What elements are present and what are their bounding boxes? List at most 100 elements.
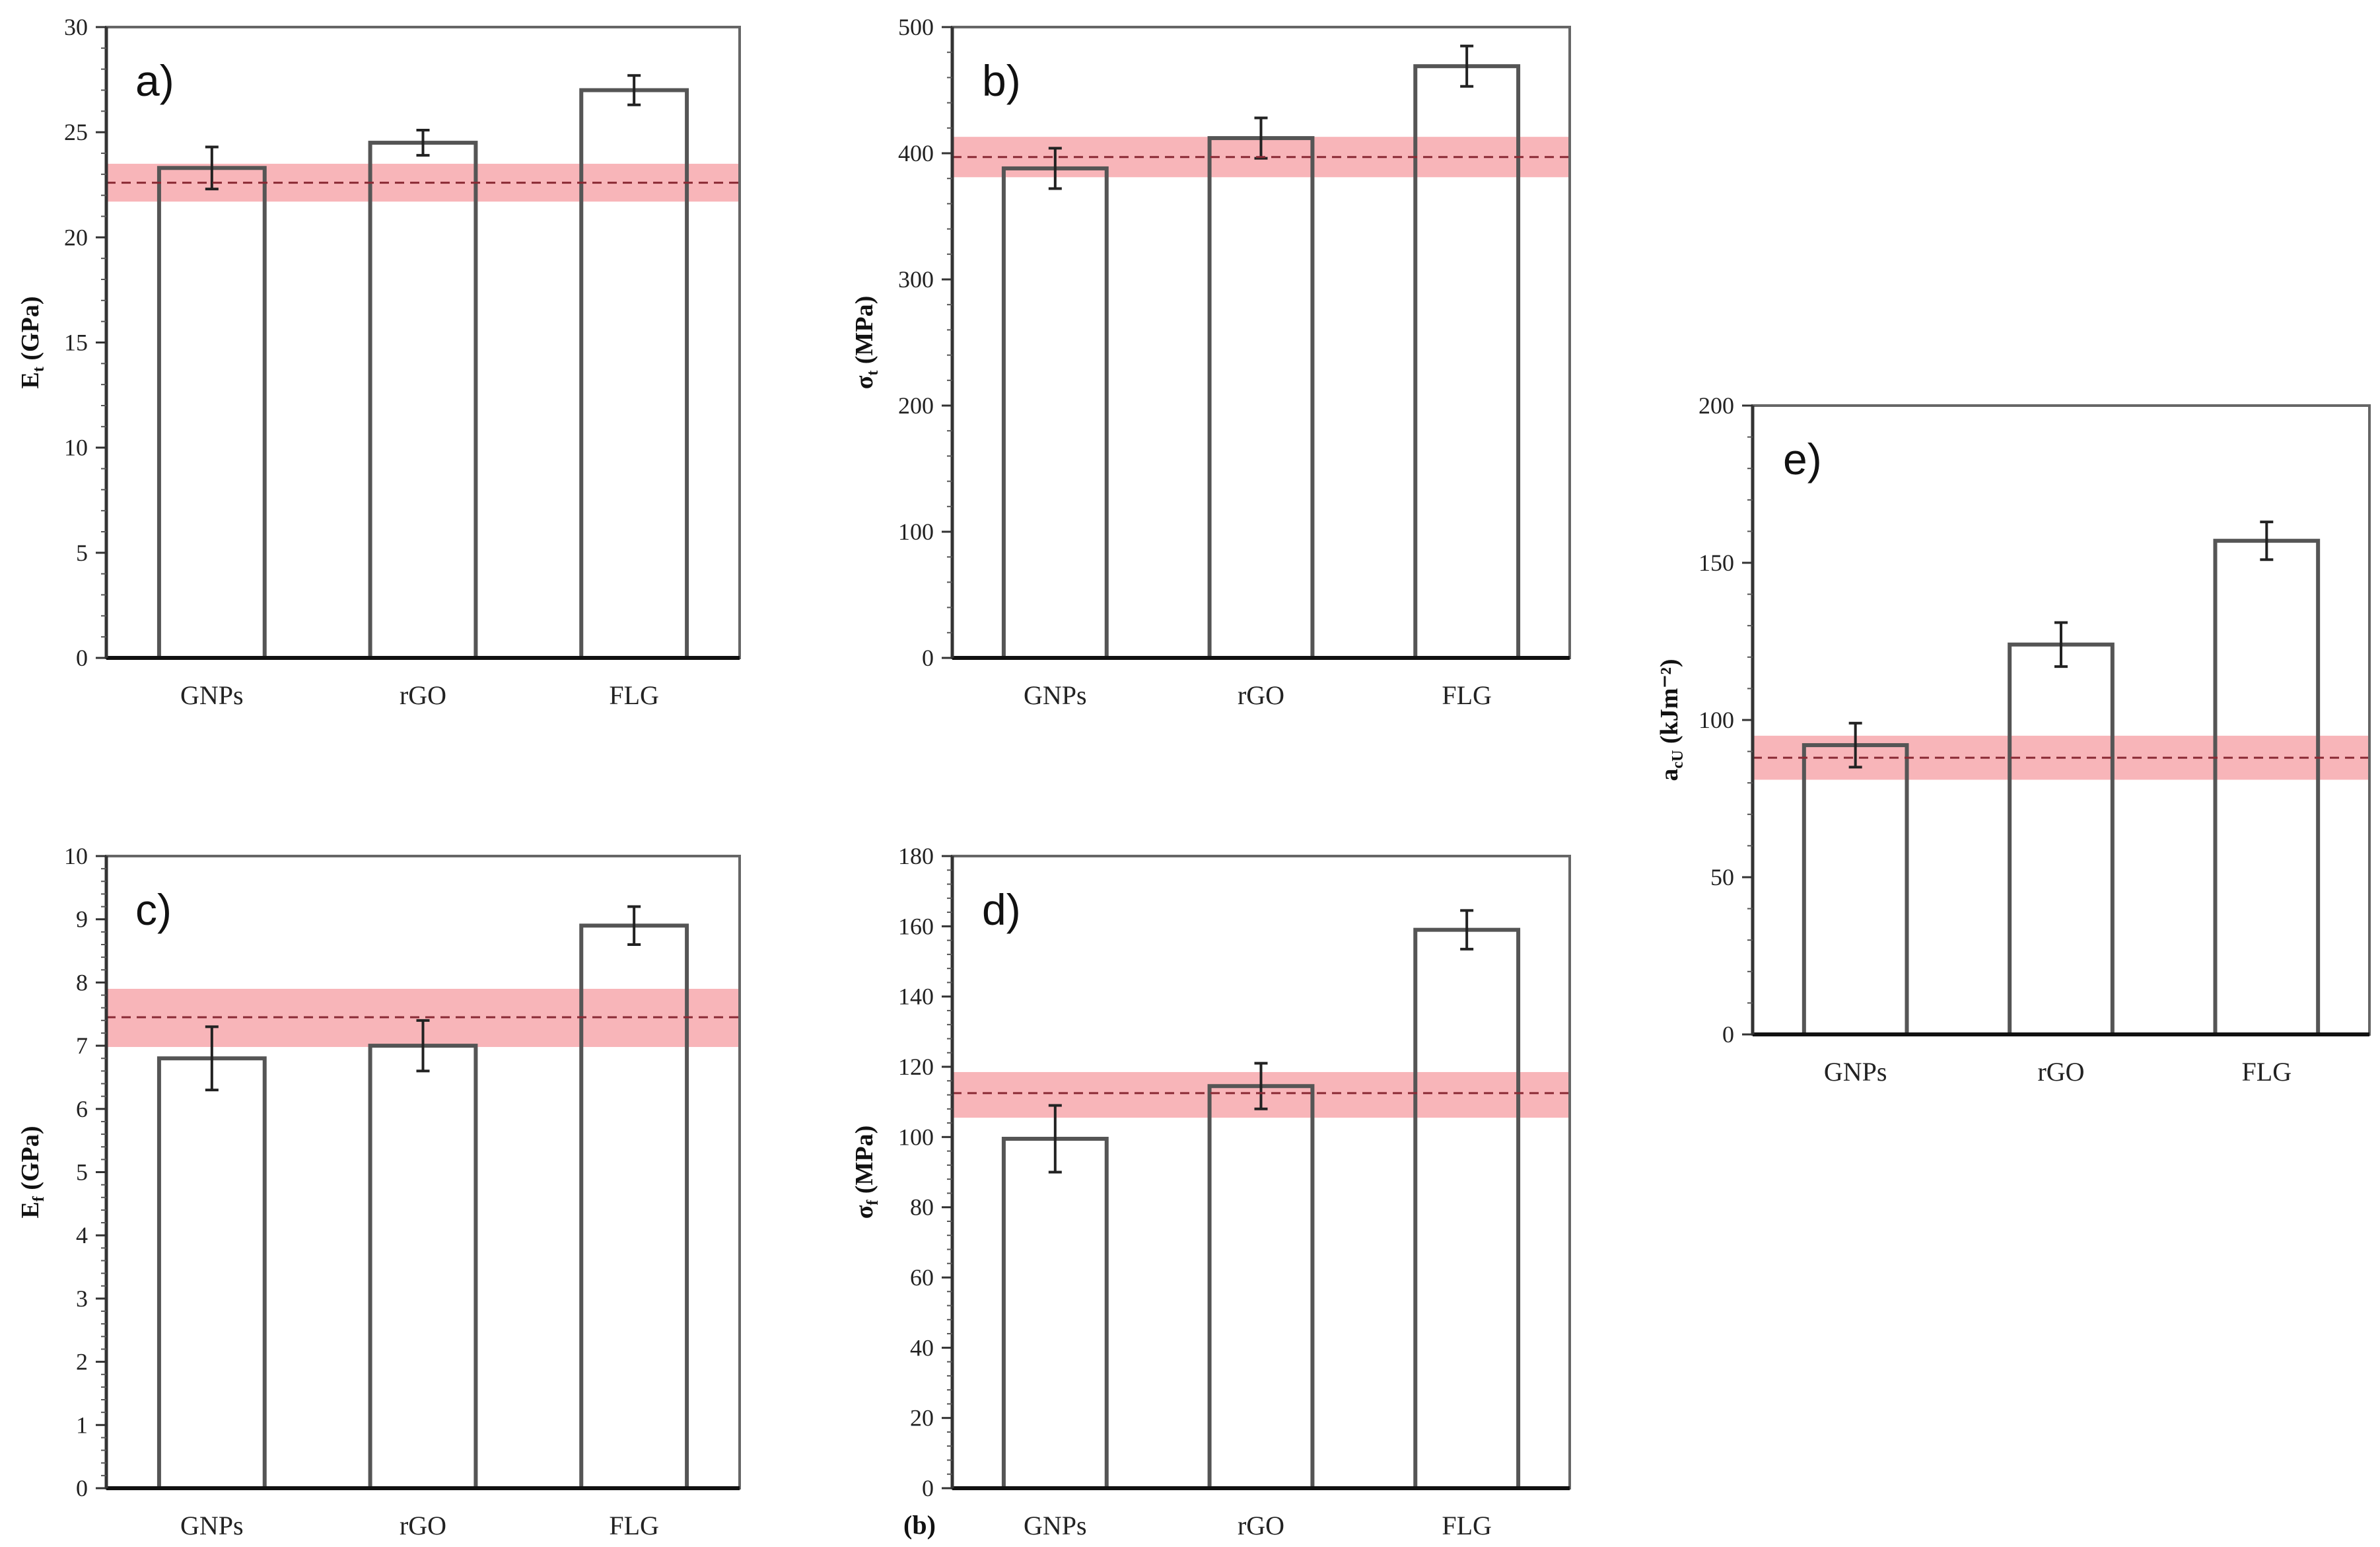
category-label-rgo: rGO (400, 680, 446, 710)
bar-flg (1413, 927, 1521, 1490)
y-tick-label: 50 (1710, 864, 1734, 890)
y-tick-label: 300 (898, 266, 934, 293)
y-tick-label: 20 (910, 1405, 934, 1431)
error-bar-rgo (1254, 116, 1268, 160)
y-tick-label: 0 (1722, 1021, 1734, 1048)
y-tick-label: 6 (76, 1096, 88, 1122)
y-tick-label: 500 (898, 14, 934, 40)
y-tick-label: 80 (910, 1194, 934, 1221)
category-label-flg: FLG (609, 1511, 659, 1540)
bar-rgo (2008, 642, 2115, 1036)
bar-flg (2213, 538, 2321, 1036)
y-tick-label: 5 (76, 540, 88, 566)
panel-label-c: c) (135, 885, 172, 934)
error-bar-rgo (2054, 621, 2068, 668)
panel-d: GNPs rGO FLG 0 20 40 60 80 100 120 140 160 180 σf (MP… (851, 843, 1571, 1540)
category-label-rgo: rGO (1238, 680, 1284, 710)
y-tick-label: 20 (64, 224, 88, 250)
error-bar-flg (2260, 521, 2274, 561)
error-bar-gnps (1048, 1104, 1062, 1174)
y-tick-label: 0 (76, 645, 88, 671)
error-bar-gnps (1848, 721, 1862, 769)
category-label-gnps: GNPs (180, 680, 244, 710)
y-axis-label: Ef (GPa) (17, 1126, 48, 1219)
category-label-gnps: GNPs (1024, 680, 1087, 710)
y-tick-label: 400 (898, 140, 934, 166)
y-tick-label: 9 (76, 906, 88, 933)
y-tick-label: 4 (76, 1222, 88, 1248)
category-label-rgo: rGO (2037, 1057, 2084, 1087)
y-tick-label: 100 (898, 1124, 934, 1150)
y-axis-label: Et (GPa) (17, 297, 48, 389)
category-label-flg: FLG (2242, 1057, 2292, 1087)
panel-a: GNPs rGO FLG 0 5 10 15 20 25 30 Et (GPa) a) (17, 14, 741, 710)
y-tick-label: 2 (76, 1349, 88, 1375)
y-tick-label: 8 (76, 969, 88, 995)
y-tick-label: 30 (64, 14, 88, 40)
bar-rgo (1207, 136, 1315, 660)
y-tick-label: 100 (898, 519, 934, 545)
y-tick-label: 10 (64, 435, 88, 461)
bar-rgo (368, 141, 478, 661)
y-tick-label: 40 (910, 1334, 934, 1361)
y-axis-label: σt (MPa) (851, 296, 882, 390)
category-label-rgo: rGO (400, 1511, 446, 1540)
panel-label-e: e) (1783, 435, 1822, 484)
category-label-flg: FLG (1442, 680, 1492, 710)
y-tick-label: 3 (76, 1285, 88, 1312)
error-bar-flg (1460, 44, 1474, 88)
error-bar-rgo (416, 128, 430, 157)
category-label-gnps: GNPs (1024, 1511, 1087, 1540)
y-axis-label: acU (kJm⁻²) (1656, 659, 1687, 781)
y-tick-label: 7 (76, 1032, 88, 1059)
bar-gnps (1802, 743, 1909, 1036)
bar-gnps (157, 1056, 267, 1490)
bar-gnps (157, 166, 267, 661)
y-tick-label: 0 (76, 1475, 88, 1501)
error-bar-gnps (205, 145, 219, 191)
error-bar-rgo (416, 1019, 430, 1073)
category-label-flg: FLG (1442, 1511, 1492, 1540)
panel-c: GNPs rGO FLG 0 1 2 3 4 5 6 7 8 9 10 Ef (GPa) c) (17, 843, 741, 1540)
category-label-rgo: rGO (1238, 1511, 1284, 1540)
y-tick-label: 180 (898, 843, 934, 869)
error-bar-flg (627, 905, 641, 946)
y-tick-label: 150 (1698, 550, 1734, 576)
error-bar-gnps (205, 1025, 219, 1092)
plot-frame (1751, 404, 2371, 1036)
y-tick-label: 25 (64, 119, 88, 145)
bar-rgo (1207, 1084, 1315, 1491)
y-tick-label: 0 (922, 645, 934, 671)
y-axis-label: σf (MPa) (851, 1126, 882, 1219)
y-tick-label: 0 (922, 1475, 934, 1501)
y-tick-label: 60 (910, 1264, 934, 1291)
stray-label-b: (b) (903, 1510, 936, 1540)
bar-gnps (1001, 166, 1109, 661)
bar-gnps (1001, 1136, 1109, 1491)
error-bar-flg (1460, 909, 1474, 951)
y-tick-label: 15 (64, 330, 88, 356)
panel-label-a: a) (135, 56, 174, 105)
error-bar-gnps (1048, 147, 1062, 190)
y-tick-label: 160 (898, 913, 934, 939)
y-tick-label: 200 (898, 392, 934, 419)
y-tick-label: 10 (64, 843, 88, 869)
y-tick-label: 100 (1698, 707, 1734, 733)
y-tick-label: 200 (1698, 392, 1734, 419)
y-tick-label: 5 (76, 1159, 88, 1186)
panel-label-b: b) (982, 56, 1021, 105)
y-tick-label: 140 (898, 984, 934, 1010)
plot-frame (105, 26, 741, 659)
plot-frame (105, 855, 741, 1490)
panel-b: GNPs rGO FLG 0 100 200 300 400 500 σt (MPa) b) (851, 14, 1571, 710)
y-tick-label: 120 (898, 1054, 934, 1080)
plot-frame (951, 855, 1571, 1490)
category-label-gnps: GNPs (180, 1511, 244, 1540)
bar-rgo (368, 1044, 478, 1490)
category-label-flg: FLG (609, 680, 659, 710)
error-bar-flg (627, 74, 641, 106)
error-bar-rgo (1254, 1061, 1268, 1110)
panel-label-d: d) (982, 885, 1021, 934)
category-label-gnps: GNPs (1824, 1057, 1887, 1087)
